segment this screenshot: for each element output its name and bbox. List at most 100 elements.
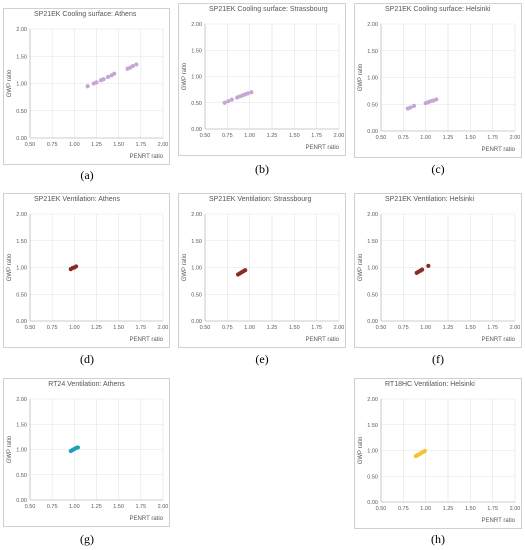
y-axis-label: GWP ratio — [182, 62, 188, 90]
y-tick-label: 0.50 — [16, 473, 27, 479]
y-tick-label: 2.00 — [16, 397, 27, 403]
x-tick-label: 1.50 — [289, 133, 300, 139]
data-point — [229, 97, 234, 102]
x-axis-label: PENRT ratio — [130, 337, 164, 343]
data-point — [222, 100, 227, 105]
chart-plot: 0.50 0.75 1.00 1.25 1.50 1.75 2.000.000.501.00… — [7, 212, 169, 343]
y-tick-label: 0.00 — [16, 136, 27, 142]
x-tick-label: 0.75 — [47, 325, 58, 331]
y-tick-label: 0.50 — [191, 292, 202, 298]
y-tick-label: 1.50 — [191, 239, 202, 245]
data-point — [426, 263, 431, 268]
y-tick-label: 0.00 — [16, 498, 27, 504]
chart-plot: 0.50 0.75 1.00 1.25 1.50 1.75 2.000.000.501.00… — [358, 22, 521, 153]
data-point — [74, 264, 79, 269]
data-point — [101, 77, 106, 82]
panel-caption: (f) — [432, 352, 444, 366]
x-tick-label: 1.25 — [267, 133, 278, 139]
chart-plot: 0.50 0.75 1.00 1.25 1.50 1.75 2.000.000.501.00… — [182, 22, 345, 151]
data-point — [245, 91, 250, 96]
y-tick-label: 2.00 — [16, 27, 27, 33]
data-point — [85, 84, 90, 89]
chart-panel-b: SP21EK Cooling surface: Strassbourg 0.50… — [178, 3, 346, 156]
y-tick-label: 0.50 — [367, 102, 378, 108]
x-tick-label: 0.50 — [25, 142, 36, 148]
x-tick-label: 2.00 — [158, 325, 169, 331]
y-tick-label: 1.50 — [191, 48, 202, 54]
x-tick-label: 0.50 — [25, 325, 36, 331]
x-tick-label: 1.00 — [244, 133, 255, 139]
x-tick-label: 1.25 — [91, 142, 102, 148]
data-point — [243, 268, 248, 273]
chart-plot: 0.50 0.75 1.00 1.25 1.50 1.75 2.000.000.501.00… — [182, 212, 344, 343]
x-tick-label: 1.25 — [267, 325, 278, 331]
y-tick-label: 1.00 — [367, 449, 378, 455]
panel-caption: (a) — [80, 168, 94, 182]
x-tick-label: 1.75 — [135, 504, 146, 510]
x-tick-label: 1.75 — [135, 142, 146, 148]
x-tick-label: 1.25 — [443, 135, 454, 141]
x-tick-label: 0.75 — [222, 325, 233, 331]
x-tick-label: 2.00 — [158, 142, 169, 148]
y-tick-label: 1.50 — [16, 422, 27, 428]
x-tick-label: 0.50 — [25, 504, 36, 510]
x-tick-label: 1.75 — [487, 325, 498, 331]
chart-plot: 0.50 0.75 1.00 1.25 1.50 1.75 2.000.000.501.00… — [7, 397, 168, 522]
chart-plot: 0.50 0.75 1.00 1.25 1.50 1.75 2.000.000.501.00… — [358, 212, 520, 343]
x-axis-label: PENRT ratio — [482, 337, 516, 343]
data-point — [419, 267, 425, 272]
y-axis-label: GWP ratio — [182, 253, 188, 281]
data-point — [411, 103, 417, 108]
x-tick-label: 1.25 — [443, 506, 454, 512]
x-tick-label: 0.50 — [376, 506, 387, 512]
x-axis-label: PENRT ratio — [306, 337, 340, 343]
chart-title: SP21EK Cooling surface: Helsinki — [385, 6, 491, 13]
panel-caption: (h) — [431, 532, 445, 546]
x-tick-label: 1.75 — [487, 135, 498, 141]
x-axis-label: PENRT ratio — [482, 147, 516, 153]
y-tick-label: 1.50 — [367, 423, 378, 429]
y-tick-label: 1.50 — [16, 239, 27, 245]
x-tick-label: 1.00 — [69, 142, 80, 148]
x-tick-label: 1.75 — [311, 325, 322, 331]
y-tick-label: 2.00 — [191, 22, 202, 28]
x-tick-label: 0.75 — [47, 504, 58, 510]
y-tick-label: 1.00 — [16, 448, 27, 454]
y-tick-label: 1.50 — [367, 239, 378, 245]
y-tick-label: 1.50 — [16, 54, 27, 60]
x-tick-label: 2.00 — [510, 135, 521, 141]
panel-caption: (e) — [255, 352, 269, 366]
y-tick-label: 1.00 — [367, 76, 378, 82]
y-tick-label: 2.00 — [367, 397, 378, 403]
chart-panel-f: SP21EK Ventilation: Helsinki 0.50 0.75 1.0… — [354, 193, 522, 348]
chart-panel-a: SP21EK Cooling surface: Athens 0.50 0.75 1… — [3, 8, 170, 165]
x-tick-label: 1.75 — [487, 506, 498, 512]
y-tick-label: 1.50 — [367, 49, 378, 55]
y-tick-label: 0.50 — [367, 474, 378, 480]
chart-panel-h: RT18HC Ventilation: Helsinki 0.50 0.75 1.0… — [354, 378, 522, 529]
x-tick-label: 1.00 — [244, 325, 255, 331]
y-tick-label: 1.00 — [16, 266, 27, 272]
data-point — [226, 99, 231, 104]
y-tick-label: 0.50 — [16, 292, 27, 298]
x-tick-label: 1.50 — [465, 135, 476, 141]
y-tick-label: 1.00 — [367, 266, 378, 272]
chart-panel-g: RT24 Ventilation: Athens 0.50 0.75 1.00 1.2… — [3, 378, 170, 527]
y-tick-label: 0.00 — [367, 129, 378, 135]
x-tick-label: 0.75 — [222, 133, 233, 139]
y-tick-label: 2.00 — [191, 212, 202, 218]
chart-title: SP21EK Ventilation: Athens — [34, 196, 121, 203]
x-tick-label: 2.00 — [334, 133, 345, 139]
chart-plot: 0.50 0.75 1.00 1.25 1.50 1.75 2.000.000.501.00… — [358, 397, 520, 524]
y-tick-label: 2.00 — [16, 212, 27, 218]
x-tick-label: 0.75 — [398, 325, 409, 331]
panel-caption: (d) — [80, 352, 94, 366]
data-point — [130, 63, 135, 69]
data-point — [105, 74, 111, 80]
y-tick-label: 0.00 — [191, 127, 202, 133]
chart-panel-c: SP21EK Cooling surface: Helsinki 0.50 0.7… — [354, 3, 522, 158]
y-tick-label: 0.00 — [367, 500, 378, 506]
x-tick-label: 0.50 — [200, 325, 211, 331]
x-axis-label: PENRT ratio — [306, 145, 340, 151]
y-axis-label: GWP ratio — [358, 436, 364, 464]
